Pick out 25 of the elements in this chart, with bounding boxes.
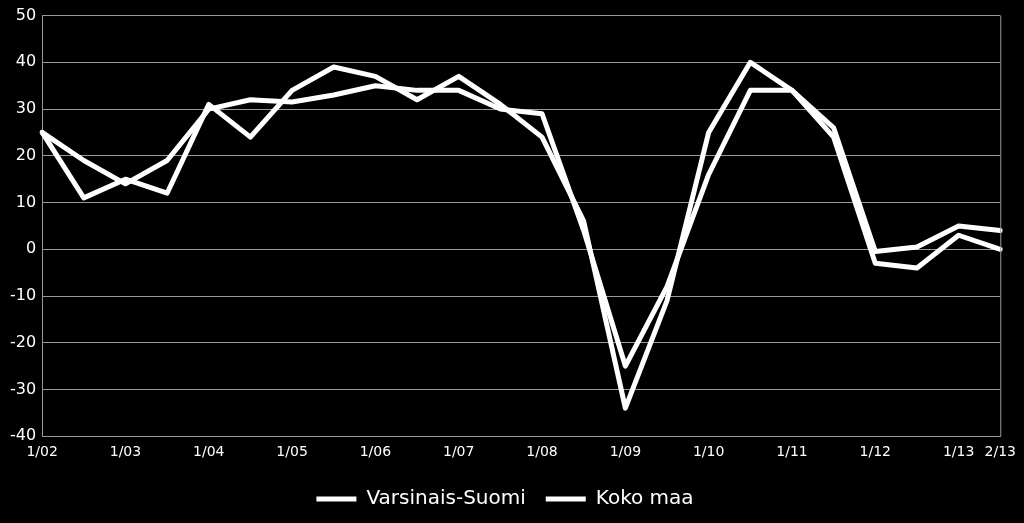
x-tick-label: 1/05 <box>276 443 308 460</box>
x-tick-label: 1/10 <box>692 443 725 460</box>
x-tick-label: 1/09 <box>609 443 642 460</box>
y-tick-label: 40 <box>15 51 37 71</box>
x-tick-label: 1/03 <box>109 443 142 460</box>
y-tick-label: 20 <box>15 144 37 164</box>
x-tick-label: 1/13 <box>942 443 975 460</box>
y-tick-label: 50 <box>15 4 37 24</box>
x-tick-label: 1/11 <box>776 443 808 460</box>
x-tick-label: 1/12 <box>859 443 892 460</box>
y-tick-label: -40 <box>9 425 37 445</box>
y-tick-label: 30 <box>15 98 37 118</box>
x-tick-label: 2/13 <box>984 443 1017 460</box>
y-tick-label: -10 <box>9 285 37 305</box>
legend-label: Varsinais-Suomi <box>366 485 526 510</box>
y-tick-label: -20 <box>9 331 37 351</box>
y-tick-label: 0 <box>25 238 37 258</box>
y-tick-label: -30 <box>9 378 37 398</box>
x-tick-label: 1/07 <box>442 443 475 460</box>
x-tick-label: 1/02 <box>26 443 58 460</box>
legend-label: Koko maa <box>595 485 694 510</box>
x-tick-label: 1/06 <box>359 443 392 460</box>
y-tick-label: 10 <box>15 191 37 211</box>
x-tick-label: 1/08 <box>526 443 558 460</box>
x-tick-label: 1/04 <box>193 443 225 460</box>
